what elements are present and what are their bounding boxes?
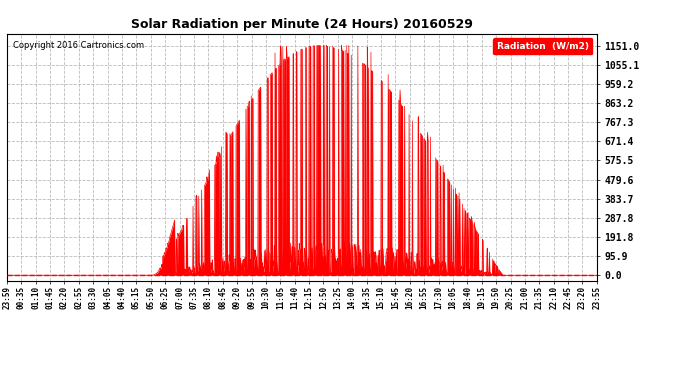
Text: Copyright 2016 Cartronics.com: Copyright 2016 Cartronics.com (13, 41, 144, 50)
Title: Solar Radiation per Minute (24 Hours) 20160529: Solar Radiation per Minute (24 Hours) 20… (131, 18, 473, 31)
Legend: Radiation  (W/m2): Radiation (W/m2) (493, 38, 592, 54)
